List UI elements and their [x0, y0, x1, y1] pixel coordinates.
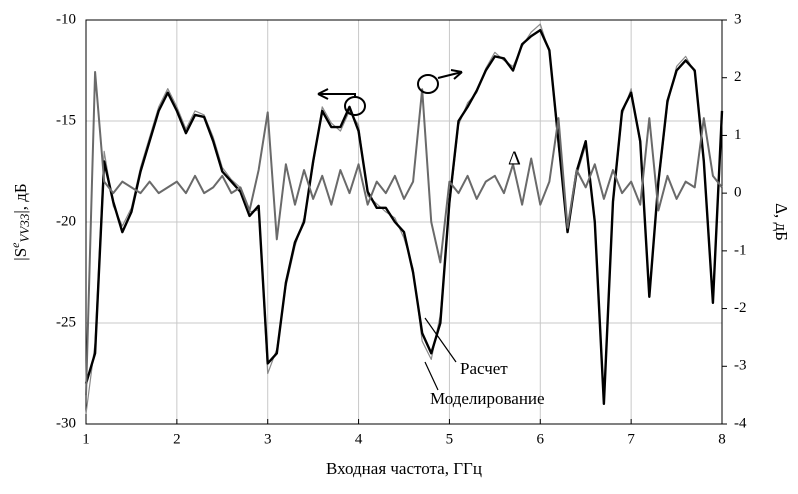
- x-tick-label: 3: [264, 431, 272, 447]
- y2-tick-label: -4: [734, 415, 747, 431]
- circle-marker: [344, 96, 366, 116]
- x-tick-label: 8: [718, 431, 726, 447]
- y2-tick-label: 3: [734, 11, 742, 27]
- y-tick-label: -30: [56, 415, 76, 431]
- leader-line: [424, 361, 439, 391]
- leader-line: [424, 317, 457, 363]
- y-tick-label: -25: [56, 314, 76, 330]
- y2-tick-label: -2: [734, 300, 747, 316]
- y2-tick-label: 2: [734, 69, 742, 85]
- arrow-right: [437, 71, 463, 79]
- y-tick-label: -10: [56, 11, 76, 27]
- series-label: Расчет: [460, 359, 508, 378]
- series-line: [85, 23, 723, 414]
- arrow-head: [450, 69, 463, 80]
- series-line: [84, 28, 724, 405]
- y-label-main: |S: [11, 248, 30, 261]
- y2-tick-label: -1: [734, 242, 747, 258]
- x-tick-label: 2: [173, 431, 181, 447]
- y-tick-label: -15: [56, 112, 76, 128]
- series-label: Моделирование: [430, 389, 545, 408]
- y-axis-label: |SeVV33|, дБ: [8, 183, 32, 260]
- y-label-sub: VV33: [17, 213, 32, 242]
- x-tick-label: 5: [446, 431, 454, 447]
- y2-tick-label: -3: [734, 358, 747, 374]
- circle-marker: [417, 74, 439, 94]
- x-tick-label: 1: [82, 431, 90, 447]
- arrow-head: [317, 88, 329, 100]
- annotation-arrows: [317, 69, 463, 391]
- y-label-rest: |, дБ: [11, 183, 30, 213]
- x-tick-label: 4: [355, 431, 363, 447]
- y2-tick-label: 1: [734, 127, 742, 143]
- plot: 1 2 3 4 5 6 7 8 -10 -15 -20 -25 -30 3 2 1 0 -1 -2 -3 -4: [56, 11, 747, 447]
- arrow-left: [318, 93, 356, 97]
- series-line: [85, 70, 723, 396]
- series-label: Δ: [508, 148, 521, 170]
- y2-tick-label: 0: [734, 185, 742, 201]
- y2-axis-label: Δ, дБ: [772, 203, 791, 241]
- x-tick-label: 6: [537, 431, 545, 447]
- y-tick-label: -20: [56, 213, 76, 229]
- plot-frame: [85, 19, 723, 425]
- x-tick-label: 7: [627, 431, 635, 447]
- x-axis-label: Входная частота, ГГц: [326, 459, 482, 478]
- y-label-sup: e: [8, 242, 22, 248]
